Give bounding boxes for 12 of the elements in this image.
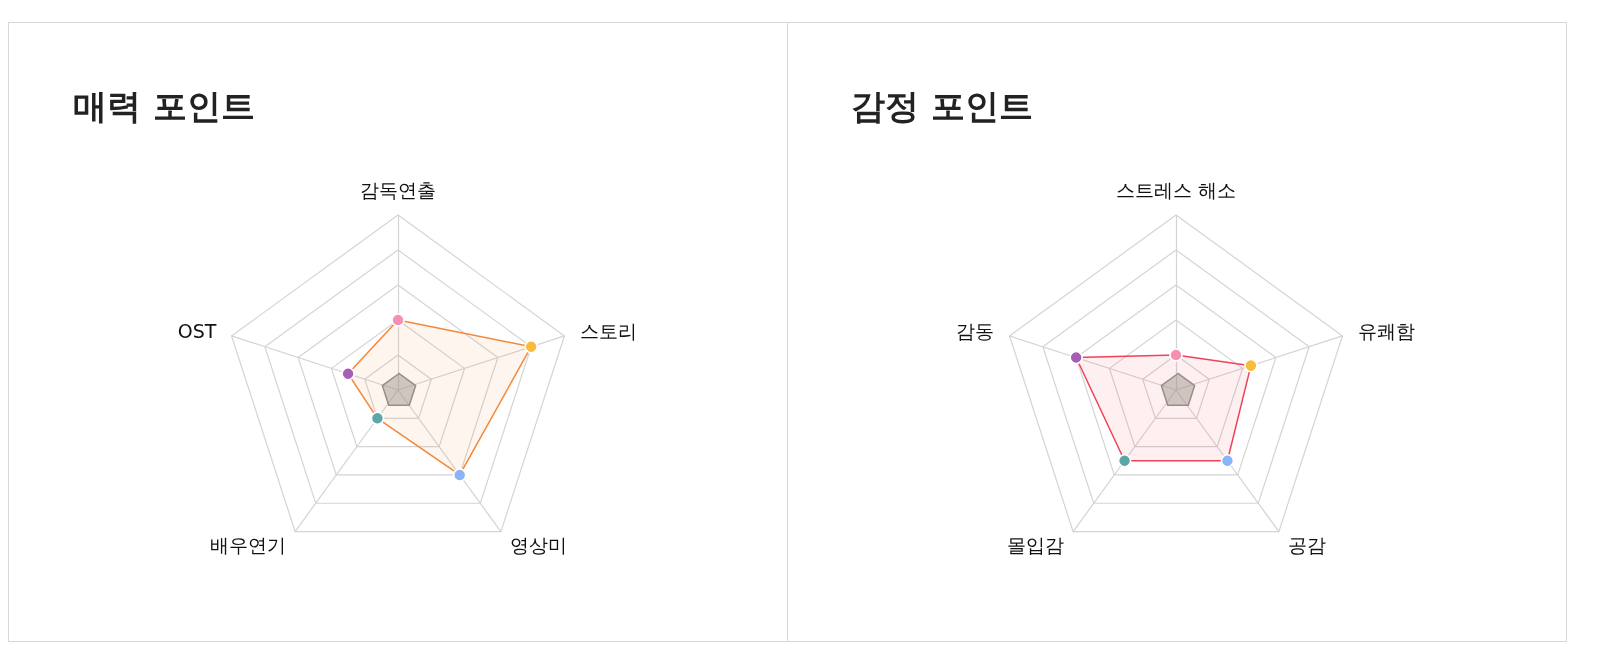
spoke-label: 공감 <box>1288 533 1327 556</box>
spoke-label: 배우연기 <box>209 533 286 556</box>
spoke-label: 스트레스 해소 <box>1115 178 1237 200</box>
spoke-label: 영상미 <box>509 533 567 556</box>
chart-title: 감정 포인트 <box>851 85 1033 126</box>
spoke-label: OST <box>177 319 217 342</box>
spoke-label: 스토리 <box>579 319 637 342</box>
spoke-label: 감동 <box>956 319 995 342</box>
spoke-label: 감독연출 <box>359 178 436 200</box>
chart-title: 매력 포인트 <box>72 85 255 126</box>
spoke-label: 몰입감 <box>1006 533 1064 556</box>
spoke-label: 유쾌함 <box>1357 319 1415 342</box>
